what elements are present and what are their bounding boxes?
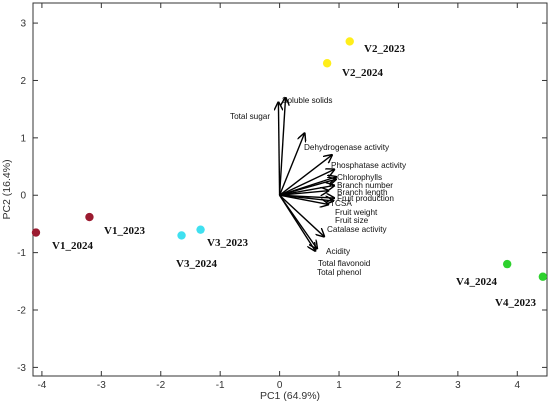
loading-label: Dehydrogenase activity bbox=[304, 143, 390, 152]
sample-label: V4_2023 bbox=[495, 297, 536, 309]
plot-area: -4 -3 -2 -1 0 1 2 3 4 -3 -2 -1 0 1 2 3 Soluble solids Tot… bbox=[17, 2, 548, 391]
loading-label: Branch length bbox=[337, 188, 388, 197]
loading-label: Total sugar bbox=[230, 112, 270, 121]
sample-label: V4_2024 bbox=[456, 276, 497, 288]
loading-label: TCSA bbox=[330, 199, 352, 208]
x-tick-label: -2 bbox=[156, 380, 165, 391]
loading-arrow bbox=[279, 155, 332, 196]
y-axis-title: PC2 (16.4%) bbox=[1, 159, 13, 219]
x-tick-label: -1 bbox=[216, 380, 225, 391]
sample-point bbox=[31, 228, 41, 237]
sample-label: V1_2024 bbox=[52, 240, 93, 252]
sample-label: V3_2023 bbox=[207, 237, 248, 249]
loading-arrow bbox=[279, 194, 325, 236]
loading-label: Fruit weight bbox=[335, 208, 378, 217]
loading-label: Chlorophylls bbox=[337, 173, 382, 182]
loading-label: Branch number bbox=[337, 181, 393, 190]
sample-point bbox=[85, 212, 94, 222]
sample-label: V3_2024 bbox=[176, 258, 217, 270]
sample-point bbox=[196, 225, 205, 234]
loading-arrow bbox=[279, 194, 316, 251]
x-axis-title: PC1 (64.9%) bbox=[260, 390, 320, 402]
loading-label: Phosphatase activity bbox=[331, 161, 407, 170]
x-tick-label: -4 bbox=[37, 380, 46, 391]
loading-label: Total flavonoid bbox=[318, 259, 371, 268]
sample-point bbox=[322, 59, 332, 68]
loading-arrow bbox=[278, 133, 305, 196]
loading-label: Total phenol bbox=[317, 268, 361, 277]
plot-frame bbox=[32, 2, 548, 377]
y-tick-label: -3 bbox=[17, 363, 26, 374]
sample-point bbox=[177, 231, 186, 240]
y-tick-label: 2 bbox=[20, 76, 26, 87]
loading-label: Soluble solids bbox=[282, 96, 333, 105]
x-tick-label: 1 bbox=[336, 380, 342, 391]
y-tick-label: -2 bbox=[17, 306, 26, 317]
x-tick-label: -3 bbox=[97, 380, 106, 391]
sample-point bbox=[345, 37, 354, 46]
loading-arrow bbox=[278, 98, 286, 196]
loading-label: Catalase activity bbox=[327, 225, 388, 234]
loading-arrow bbox=[279, 194, 329, 204]
x-tick-label: 2 bbox=[396, 380, 402, 391]
x-tick-label: 0 bbox=[277, 380, 283, 391]
x-tick-label: 4 bbox=[515, 380, 521, 391]
sample-label: V2_2024 bbox=[342, 67, 383, 79]
y-tick-label: 3 bbox=[20, 19, 26, 30]
y-tick-label: -1 bbox=[17, 248, 26, 259]
loading-arrow bbox=[278, 102, 279, 196]
x-tick-label: 3 bbox=[455, 380, 461, 391]
sample-point bbox=[502, 259, 512, 269]
y-tick-label: 0 bbox=[20, 191, 26, 202]
sample-label: V1_2023 bbox=[104, 225, 145, 237]
sample-point bbox=[538, 272, 548, 281]
loading-arrow bbox=[279, 169, 335, 196]
loading-label: Fruit size bbox=[335, 216, 369, 225]
loading-arrow bbox=[279, 191, 329, 196]
loading-label: Fruit production bbox=[337, 194, 394, 203]
loading-label: Acidity bbox=[326, 247, 351, 256]
sample-label: V2_2023 bbox=[364, 43, 405, 55]
y-tick-label: 1 bbox=[20, 133, 26, 144]
